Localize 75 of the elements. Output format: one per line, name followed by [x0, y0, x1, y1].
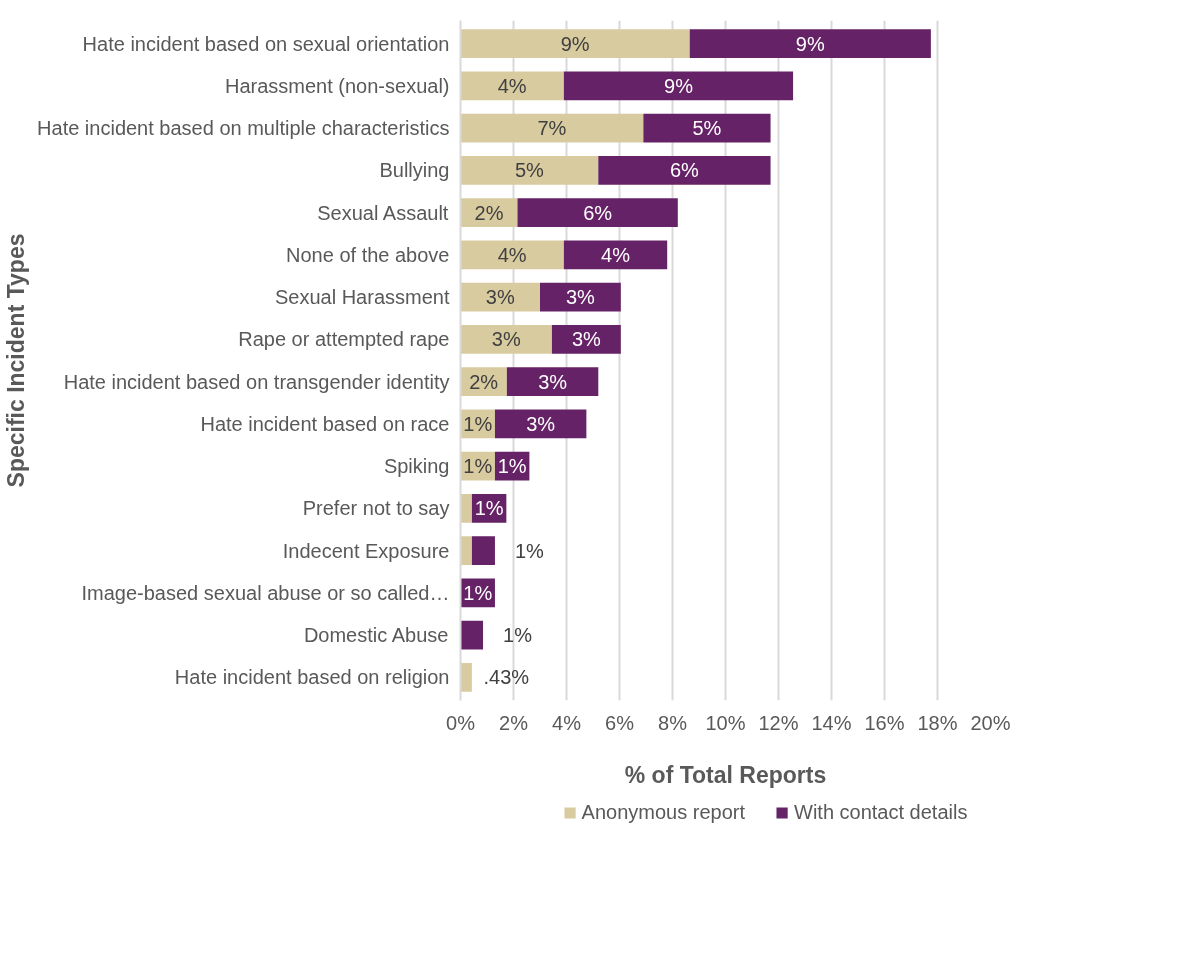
y-tick-label: Spiking — [383, 455, 450, 478]
bar — [494, 409, 587, 439]
x-axis-title: % of Total Reports — [624, 761, 827, 788]
bar — [460, 620, 484, 650]
y-tick-label: Harassment (non-sexual) — [224, 74, 450, 97]
data-label: 3% — [571, 328, 602, 351]
y-tick-label: Hate incident based on transgender identity — [63, 370, 450, 393]
x-tick-label: 20% — [970, 711, 1011, 734]
data-label: 1% — [463, 581, 493, 604]
data-label: 9% — [560, 32, 590, 55]
y-tick-label: Hate incident based on religion — [174, 666, 450, 689]
bar — [460, 156, 599, 185]
y-tick-label: Sexual Assault — [317, 201, 449, 224]
data-label: 4% — [497, 74, 527, 97]
bar — [460, 29, 690, 59]
bar — [517, 198, 678, 228]
x-tick-label: 10% — [705, 711, 746, 734]
bar — [460, 113, 644, 143]
data-label: 9% — [664, 74, 694, 97]
data-label: 1% — [514, 539, 545, 562]
x-tick-label: 12% — [758, 711, 799, 734]
x-tick-label: 2% — [499, 711, 529, 734]
bar — [563, 240, 668, 270]
x-tick-label: 14% — [811, 711, 852, 734]
data-label: 6% — [669, 159, 700, 182]
y-tick-label: Domestic Abuse — [303, 624, 449, 647]
data-label: 3% — [538, 370, 568, 393]
x-tick-label: 18% — [917, 711, 958, 734]
x-tick-label: 6% — [605, 711, 635, 734]
y-tick-label: Hate incident based on multiple characteristics — [37, 117, 450, 140]
y-axis-title: Specific Incident Types — [3, 233, 30, 488]
data-label: 1% — [497, 455, 527, 478]
bar — [506, 367, 599, 396]
y-tick-label: Rape or attempted rape — [238, 328, 450, 351]
bar — [540, 282, 621, 312]
data-label: 3% — [526, 412, 556, 435]
data-label: 6% — [583, 201, 613, 224]
y-tick-label: Hate incident based on race — [200, 412, 450, 435]
data-label: 1% — [474, 497, 504, 520]
bar — [471, 536, 495, 565]
bar — [460, 325, 552, 354]
data-label: 4% — [497, 243, 527, 266]
data-label: 3% — [565, 286, 596, 309]
y-tick-label: Indecent Exposure — [282, 539, 450, 562]
data-label: 9% — [795, 32, 825, 55]
data-label: 2% — [469, 370, 499, 393]
y-tick-label: Hate incident based on sexual orientation — [82, 32, 450, 55]
y-tick-label: Sexual Harassment — [274, 286, 450, 309]
y-tick-label: Prefer not to say — [302, 497, 450, 520]
legend-label: With contact details — [794, 800, 968, 824]
x-tick-label: 0% — [446, 711, 476, 734]
bar — [563, 71, 794, 101]
bar — [643, 113, 771, 143]
bar — [551, 325, 621, 354]
data-label: 1% — [463, 412, 493, 435]
data-label: 1% — [463, 455, 493, 478]
data-label: 1% — [503, 624, 533, 647]
x-tick-label: 8% — [658, 711, 688, 734]
data-label: 2% — [474, 201, 504, 224]
data-label: 5% — [692, 117, 722, 140]
legend-label: Anonymous report — [581, 800, 745, 824]
data-label: 5% — [514, 159, 545, 182]
data-label: 4% — [601, 243, 631, 266]
data-label: .43% — [483, 666, 530, 689]
x-tick-label: 4% — [552, 711, 582, 734]
y-tick-label: Bullying — [379, 159, 450, 182]
y-tick-label: None of the above — [286, 243, 450, 266]
bar — [689, 29, 931, 59]
data-label: 3% — [485, 286, 515, 309]
y-tick-label: Image-based sexual abuse or so called… — [81, 581, 450, 604]
bar — [598, 156, 771, 185]
x-tick-label: 16% — [864, 711, 905, 734]
bar — [460, 282, 540, 312]
data-label: 3% — [491, 328, 521, 351]
data-label: 7% — [537, 117, 567, 140]
